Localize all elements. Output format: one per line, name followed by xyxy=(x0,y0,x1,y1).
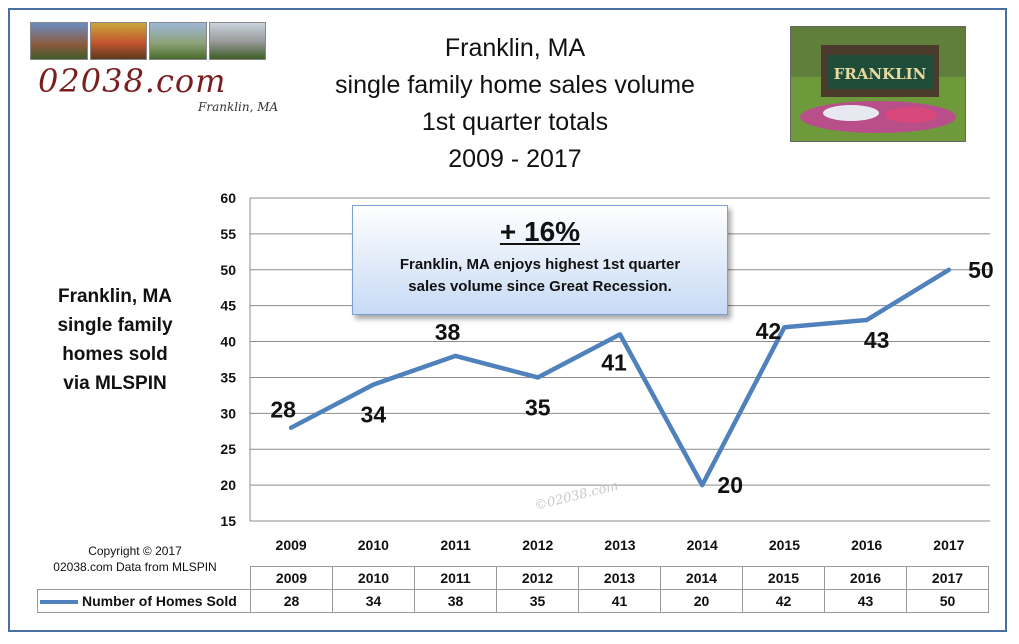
data-table-corner xyxy=(37,566,251,590)
y-tick-label: 50 xyxy=(220,262,236,278)
series-name: Number of Homes Sold xyxy=(82,593,237,609)
data-label: 50 xyxy=(968,257,994,283)
site-logo[interactable]: 02038.com Franklin, MA xyxy=(30,22,290,122)
thumbnail-image xyxy=(149,22,207,60)
side-label-line: Franklin, MA xyxy=(57,286,172,307)
callout-text: Franklin, MA enjoys highest 1st quarter … xyxy=(353,254,727,298)
side-label: Franklin, MA single family homes sold vi… xyxy=(30,282,200,398)
x-tick-label: 2015 xyxy=(769,537,800,553)
title-line: single family home sales volume xyxy=(335,71,695,99)
data-table-value-cell: 35 xyxy=(496,589,579,613)
legend-line-icon xyxy=(40,600,78,605)
data-table-year-cell: 2016 xyxy=(824,566,907,590)
logo-site-name: 02038.com xyxy=(38,62,227,100)
title-line: Franklin, MA xyxy=(444,34,586,62)
data-table-series-cell: Number of Homes Sold xyxy=(37,589,251,613)
x-tick-label: 2017 xyxy=(933,537,964,553)
data-table-year-cell: 2013 xyxy=(578,566,661,590)
welcome-sign-illustration: FRANKLIN xyxy=(791,27,965,141)
title-line: 1st quarter totals xyxy=(421,108,609,136)
callout-line: sales volume since Great Recession. xyxy=(408,278,672,295)
data-table-year-cell: 2009 xyxy=(250,566,333,590)
data-label: 41 xyxy=(601,349,627,375)
data-table-value-cell: 41 xyxy=(578,589,661,613)
logo-town-name: Franklin, MA xyxy=(198,100,279,114)
x-tick-label: 2016 xyxy=(851,537,882,553)
data-label: 34 xyxy=(361,402,387,428)
data-table-year-cell: 2012 xyxy=(496,566,579,590)
data-table-year-cell: 2014 xyxy=(660,566,743,590)
x-axis-ticks: 2009 2010 2011 2012 2013 2014 2015 2016 2017 xyxy=(276,537,965,553)
series-polyline xyxy=(288,267,952,488)
y-axis-ticks: 15 20 25 30 35 40 45 50 55 60 xyxy=(220,190,236,529)
data-table-year-cell: 2011 xyxy=(414,566,497,590)
data-label: 42 xyxy=(756,318,782,344)
y-tick-label: 25 xyxy=(220,441,236,457)
data-table-value-cell: 38 xyxy=(414,589,497,613)
watermark: ©02038.com xyxy=(533,479,620,514)
data-label: 35 xyxy=(525,394,551,420)
data-label: 43 xyxy=(864,327,890,353)
series-line xyxy=(288,267,952,488)
y-tick-label: 55 xyxy=(220,226,236,242)
chart-title: Franklin, MA single family home sales vo… xyxy=(300,30,730,178)
callout-headline: + 16% xyxy=(499,216,581,247)
y-tick-label: 40 xyxy=(220,334,236,350)
data-table-header-row: 2009 2010 2011 2012 2013 2014 2015 2016 2017 xyxy=(37,566,989,590)
callout-line: Franklin, MA enjoys highest 1st quarter xyxy=(399,256,681,273)
y-tick-label: 35 xyxy=(220,369,236,385)
x-tick-label: 2013 xyxy=(604,537,635,553)
data-table-year-cell: 2015 xyxy=(742,566,825,590)
data-table-value-cell: 20 xyxy=(660,589,743,613)
data-table-value-cell: 28 xyxy=(250,589,333,613)
thumbnail-image xyxy=(30,22,88,60)
y-tick-label: 60 xyxy=(220,190,236,206)
data-table-value-cell: 34 xyxy=(332,589,415,613)
data-table-value-cell: 50 xyxy=(906,589,989,613)
side-label-line: single family xyxy=(57,315,173,336)
data-table: 2009 2010 2011 2012 2013 2014 2015 2016 2017 Num… xyxy=(37,566,989,613)
x-tick-label: 2011 xyxy=(440,537,471,553)
thumbnail-image xyxy=(208,22,266,60)
y-tick-label: 15 xyxy=(220,513,236,529)
title-line: 2009 - 2017 xyxy=(448,145,582,173)
data-table-value-cell: 43 xyxy=(824,589,907,613)
callout-box: + 16% Franklin, MA enjoys highest 1st qu… xyxy=(352,205,728,315)
y-tick-label: 45 xyxy=(220,298,236,314)
data-label: 28 xyxy=(270,397,296,423)
data-table-row: Number of Homes Sold 28 34 38 35 41 20 42 43 50 xyxy=(37,589,989,613)
data-label: 20 xyxy=(717,472,743,498)
x-tick-label: 2014 xyxy=(687,537,718,553)
welcome-sign-photo: FRANKLIN xyxy=(790,26,966,142)
data-table-value-cell: 42 xyxy=(742,589,825,613)
copyright-line: Copyright © 2017 xyxy=(88,544,182,558)
thumbnail-image xyxy=(89,22,147,60)
data-table-year-cell: 2010 xyxy=(332,566,415,590)
data-labels: 28 34 38 35 41 20 42 43 50 xyxy=(270,257,993,498)
x-tick-label: 2010 xyxy=(358,537,389,553)
side-label-line: homes sold xyxy=(62,344,168,365)
data-table-year-cell: 2017 xyxy=(906,566,989,590)
side-label-line: via MLSPIN xyxy=(63,373,167,394)
x-tick-label: 2009 xyxy=(276,537,307,553)
svg-text:FRANKLIN: FRANKLIN xyxy=(834,65,927,83)
y-tick-label: 30 xyxy=(220,405,236,421)
x-tick-label: 2012 xyxy=(522,537,553,553)
y-tick-label: 20 xyxy=(220,477,236,493)
data-label: 38 xyxy=(435,319,461,345)
logo-thumbnails xyxy=(30,22,266,62)
